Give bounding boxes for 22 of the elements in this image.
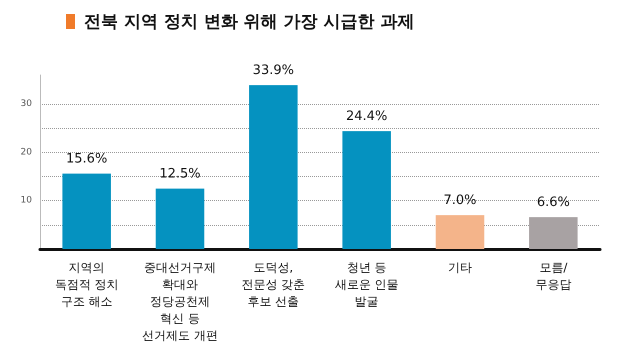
bar	[436, 215, 484, 249]
y-tick-label: 20	[20, 147, 32, 158]
x-tick-label: 도덕성, 전문성 갖춘 후보 선출	[241, 260, 306, 308]
bar	[62, 174, 111, 249]
y-tick-label: 30	[20, 99, 32, 109]
bar	[156, 188, 204, 249]
data-label: 33.9%	[252, 63, 294, 78]
x-tick-label: 지역의 독점적 정치 구조 해소	[54, 260, 119, 308]
x-tick-label: 기타	[448, 260, 472, 274]
bar	[529, 217, 578, 249]
bar	[342, 131, 391, 249]
data-label: 6.6%	[536, 195, 570, 210]
x-tick-label: 청년 등 새로운 인물 발굴	[334, 260, 399, 308]
data-label: 24.4%	[346, 109, 388, 124]
x-tick-label: 모름/ 무응답	[535, 260, 572, 292]
y-tick-label: 10	[20, 196, 32, 206]
data-label: 12.5%	[159, 166, 201, 182]
chart-title: 전북 지역 정치 변화 위해 가장 시급한 과제	[84, 11, 414, 33]
x-tick-label: 중대선거구제 확대와 정당공천제 혁신 등 선거제도 개편	[142, 260, 218, 342]
data-label: 15.6%	[66, 152, 108, 167]
data-label: 7.0%	[443, 193, 477, 208]
bar	[249, 85, 298, 249]
